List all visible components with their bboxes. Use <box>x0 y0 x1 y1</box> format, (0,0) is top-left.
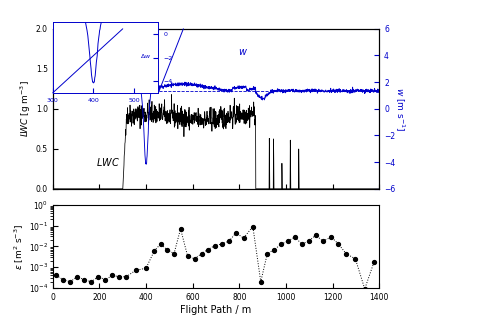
Y-axis label: $\varepsilon$ [m$^2$ s$^{-3}$]: $\varepsilon$ [m$^2$ s$^{-3}$] <box>12 223 26 269</box>
Text: $\Delta w$: $\Delta w$ <box>140 52 152 60</box>
Y-axis label: $L\!WC$ [g m$^{-3}$]: $L\!WC$ [g m$^{-3}$] <box>19 80 33 137</box>
Text: $w$: $w$ <box>238 47 248 58</box>
X-axis label: Flight Path / m: Flight Path / m <box>180 305 252 315</box>
Y-axis label: $w$ [m s$^{-1}$]: $w$ [m s$^{-1}$] <box>393 87 407 131</box>
Text: $LWC$: $LWC$ <box>96 156 120 168</box>
